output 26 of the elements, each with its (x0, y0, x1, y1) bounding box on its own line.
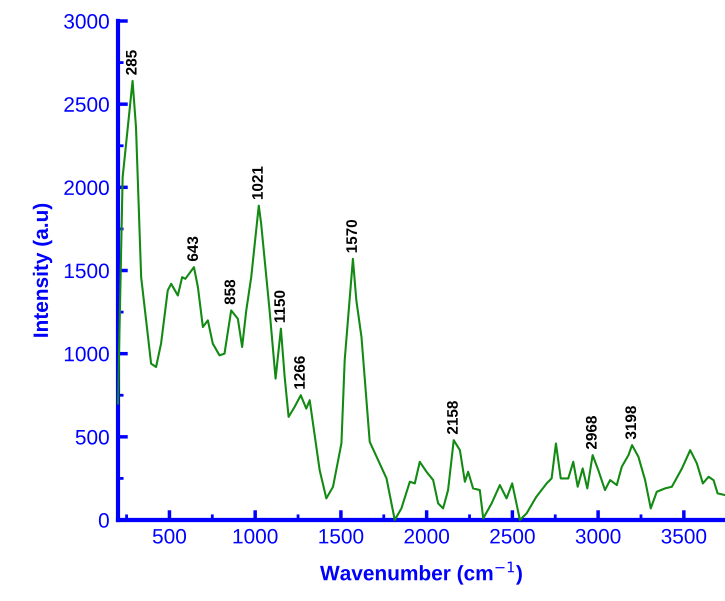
x-tick-label: 3000 (576, 528, 620, 544)
annotation: 1266 (294, 356, 305, 389)
y-tick-label: 2000 (64, 180, 109, 196)
x-tick-label: 500 (152, 528, 186, 544)
y-tick-label: 2500 (64, 97, 109, 112)
x-tick-label: 2500 (490, 528, 535, 544)
x-axis-title: Wavenumber (cm$^{−1}$) (320, 562, 522, 585)
y-axis-title: Intensity (a.u) (32, 204, 52, 337)
y-tick-label: 0 (98, 513, 109, 528)
annotation: 1021 (252, 166, 263, 200)
x-tick-label: 1000 (234, 528, 278, 544)
annotation: 643 (187, 236, 198, 262)
annotation: 2968 (586, 416, 597, 450)
y-tick-label: 500 (76, 430, 109, 445)
annotation: 1150 (274, 290, 285, 322)
x-tick-label: 1500 (319, 528, 364, 544)
y-tick-label: 1000 (64, 346, 109, 362)
y-tick-label: 3000 (64, 14, 109, 29)
annotation: 285 (126, 50, 137, 75)
annotation: 1570 (346, 220, 358, 252)
y-tick-label: 1500 (64, 264, 109, 278)
annotation: 2158 (447, 401, 458, 434)
annotation: 3198 (625, 406, 636, 440)
annotation: 858 (224, 280, 236, 304)
x-tick-label: 3500 (661, 528, 706, 544)
x-tick-label: 2000 (404, 528, 450, 544)
